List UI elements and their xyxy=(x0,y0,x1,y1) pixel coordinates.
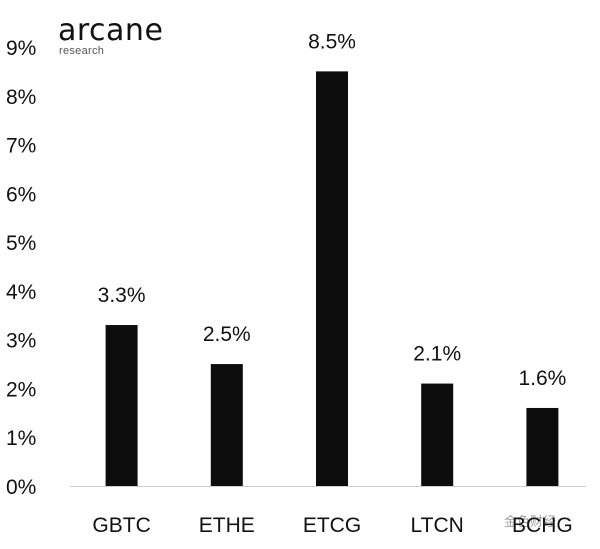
y-tick-label: 7% xyxy=(6,135,36,158)
x-tick-label-etcg: ETCG xyxy=(303,514,361,537)
y-tick-label: 0% xyxy=(6,476,36,499)
y-axis-ticks: 0% 1% 2% 3% 4% 5% 6% 7% 8% 9% xyxy=(6,37,36,499)
y-tick-label: 5% xyxy=(6,232,36,255)
bars xyxy=(105,71,559,486)
x-axis-category-labels: GBTC ETHE ETCG LTCN BCHG xyxy=(92,514,572,537)
x-tick-label-bchg: BCHG xyxy=(512,514,573,537)
arcane-research-logo: arcane research xyxy=(58,16,198,64)
logo-wordmark: arcane xyxy=(58,13,164,48)
y-tick-label: 6% xyxy=(6,183,36,206)
logo-subtitle: research xyxy=(59,45,105,57)
value-label-bchg: 1.6% xyxy=(518,367,566,390)
value-label-ethe: 2.5% xyxy=(203,323,251,346)
value-label-gbtc: 3.3% xyxy=(98,284,146,307)
x-tick-label-ethe: ETHE xyxy=(199,514,255,537)
y-tick-label: 3% xyxy=(6,330,36,353)
bar-ltcn xyxy=(421,383,454,486)
value-label-ltcn: 2.1% xyxy=(413,343,461,366)
y-tick-label: 1% xyxy=(6,427,36,450)
x-tick-label-ltcn: LTCN xyxy=(411,514,464,537)
x-tick-label-gbtc: GBTC xyxy=(92,514,150,537)
y-tick-label: 9% xyxy=(6,37,36,60)
value-label-etcg: 8.5% xyxy=(308,30,356,53)
bar-gbtc xyxy=(105,325,138,486)
bar-ethe xyxy=(210,364,243,486)
y-tick-label: 4% xyxy=(6,281,36,304)
bar-value-labels: 3.3% 2.5% 8.5% 2.1% 1.6% xyxy=(98,30,567,390)
y-tick-label: 2% xyxy=(6,378,36,401)
bar-bchg xyxy=(526,407,559,486)
bar-etcg xyxy=(316,71,348,486)
y-tick-label: 8% xyxy=(6,86,36,109)
